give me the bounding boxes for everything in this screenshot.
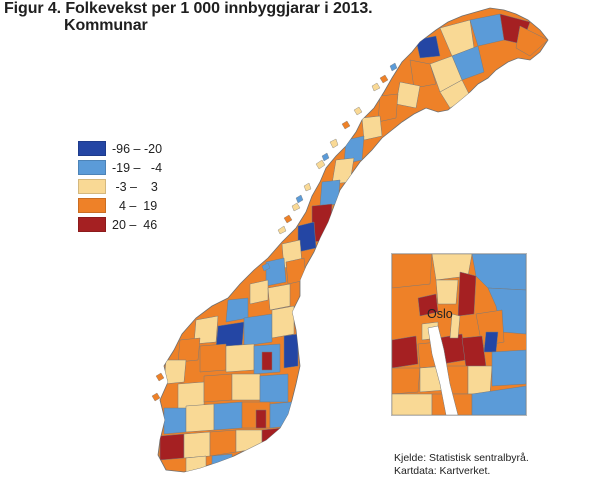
source-note: Kjelde: Statistisk sentralbyrå. Kartdata…: [394, 452, 529, 478]
legend-item: -96 – -20: [78, 139, 162, 158]
legend-item: 20 – 46: [78, 215, 162, 234]
legend-item: 4 – 19: [78, 196, 162, 215]
oslo-inset-map: Oslo: [391, 253, 527, 416]
title-line-1: Figur 4. Folkevekst per 1 000 innbyggjar…: [4, 0, 373, 17]
legend-swatch: [78, 160, 106, 175]
legend-label: -19 – -4: [112, 160, 163, 175]
oslo-label: Oslo: [427, 307, 453, 321]
legend-label: -3 – 3: [112, 179, 158, 194]
legend-swatch: [78, 198, 106, 213]
figure-title: Figur 4. Folkevekst per 1 000 innbyggjar…: [4, 0, 373, 34]
legend-label: 20 – 46: [112, 217, 158, 232]
legend-swatch: [78, 179, 106, 194]
oslo-inset-graphic: [392, 254, 526, 415]
legend-label: -96 – -20: [112, 141, 163, 156]
coastal-islands: [277, 82, 381, 235]
legend-item: -19 – -4: [78, 158, 162, 177]
legend-item: -3 – 3: [78, 177, 162, 196]
legend-swatch: [78, 141, 106, 156]
source-line-2: Kartdata: Kartverket.: [394, 465, 491, 477]
map-legend: -96 – -20 -19 – -4 -3 – 3 4 – 19 20 – 46: [78, 139, 162, 234]
legend-label: 4 – 19: [112, 198, 158, 213]
source-line-1: Kjelde: Statistisk sentralbyrå.: [394, 452, 529, 464]
legend-swatch: [78, 217, 106, 232]
fjord: [427, 325, 459, 415]
title-line-2: Kommunar: [64, 17, 148, 34]
